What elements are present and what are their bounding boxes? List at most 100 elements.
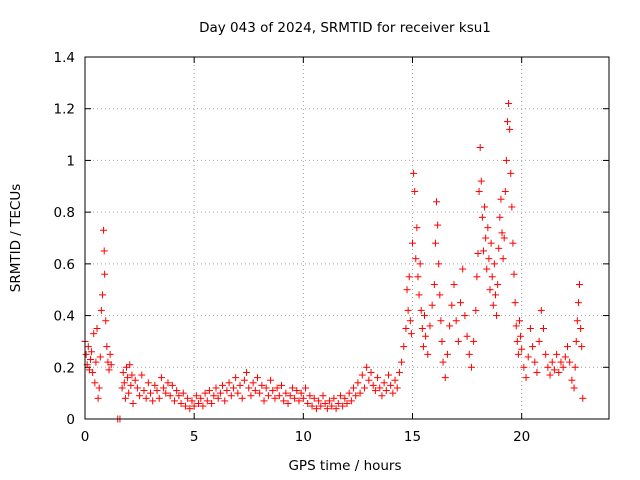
data-point (138, 371, 146, 379)
data-point (162, 389, 170, 397)
data-point (512, 322, 520, 330)
data-point (120, 379, 128, 387)
data-point (188, 397, 196, 405)
data-point (478, 213, 486, 221)
data-point (212, 384, 220, 392)
data-point (439, 358, 447, 366)
data-point (197, 394, 205, 402)
data-point (467, 363, 475, 371)
data-point (496, 213, 504, 221)
data-point (126, 361, 134, 369)
data-point (472, 306, 480, 314)
data-point (175, 392, 183, 400)
data-point (216, 389, 224, 397)
data-point (199, 402, 207, 410)
data-point (323, 405, 331, 413)
data-point (491, 291, 499, 299)
data-point (308, 402, 316, 410)
data-point (402, 325, 410, 332)
data-point (507, 169, 515, 177)
data-point (430, 281, 438, 289)
data-point (517, 332, 525, 340)
data-point (253, 374, 261, 382)
data-point (93, 325, 101, 332)
data-point (291, 394, 299, 402)
data-point (166, 392, 174, 400)
data-point (229, 384, 237, 392)
data-point (555, 368, 563, 376)
data-point (280, 397, 288, 405)
data-point (369, 381, 377, 389)
chart-title: Day 043 of 2024, SRMTID for receiver ksu… (199, 20, 491, 36)
data-point (350, 384, 358, 392)
data-point (487, 239, 495, 247)
data-point (89, 368, 97, 376)
data-point (544, 363, 552, 371)
data-point (302, 384, 310, 392)
y-tick-label: 0.6 (54, 257, 75, 273)
data-point (358, 371, 366, 379)
data-point (405, 273, 413, 281)
data-point (363, 363, 371, 371)
data-point (330, 394, 338, 402)
data-point (571, 363, 579, 371)
data-point (433, 198, 441, 206)
data-point (557, 358, 565, 366)
data-point (238, 394, 246, 402)
data-point (168, 381, 176, 389)
data-point (343, 399, 351, 407)
data-point (488, 273, 496, 281)
x-tick-label: 15 (404, 429, 421, 445)
data-point (339, 402, 347, 410)
data-point (304, 399, 312, 407)
y-tick-label: 0.4 (54, 309, 75, 325)
data-point (426, 322, 434, 330)
data-point (190, 402, 198, 410)
x-tick-label: 10 (295, 429, 312, 445)
data-point (553, 350, 561, 358)
data-point (184, 394, 192, 402)
data-point (129, 399, 137, 407)
data-point (127, 381, 135, 389)
data-point (271, 394, 279, 402)
x-tick-label: 0 (81, 429, 90, 445)
data-point (341, 394, 349, 402)
data-point (477, 177, 485, 185)
data-point (419, 343, 427, 351)
data-point (509, 239, 517, 247)
data-point (406, 317, 414, 325)
data-point (564, 343, 572, 351)
data-point (371, 387, 379, 395)
data-point (431, 239, 439, 247)
data-point (249, 379, 257, 387)
data-point (102, 317, 110, 325)
data-point (566, 358, 574, 366)
data-point (282, 389, 290, 397)
data-point (393, 384, 401, 392)
data-point (247, 392, 255, 400)
data-point (262, 384, 270, 392)
data-point (251, 387, 259, 395)
data-point (208, 399, 216, 407)
data-point (501, 187, 509, 195)
grid (85, 57, 609, 419)
y-tick-label: 1.4 (54, 50, 75, 66)
data-point (98, 291, 106, 299)
data-point (219, 381, 227, 389)
data-point (404, 306, 412, 314)
data-point (522, 374, 530, 382)
data-point (260, 397, 268, 405)
data-point (413, 224, 421, 232)
data-point (454, 337, 462, 345)
data-point (142, 394, 150, 402)
data-point (479, 247, 487, 255)
data-point (446, 322, 454, 330)
data-point (124, 374, 132, 382)
data-point (382, 387, 390, 395)
data-point (489, 301, 497, 309)
data-point (334, 399, 342, 407)
data-point (514, 350, 522, 358)
data-point (352, 392, 360, 400)
data-point (418, 325, 426, 332)
